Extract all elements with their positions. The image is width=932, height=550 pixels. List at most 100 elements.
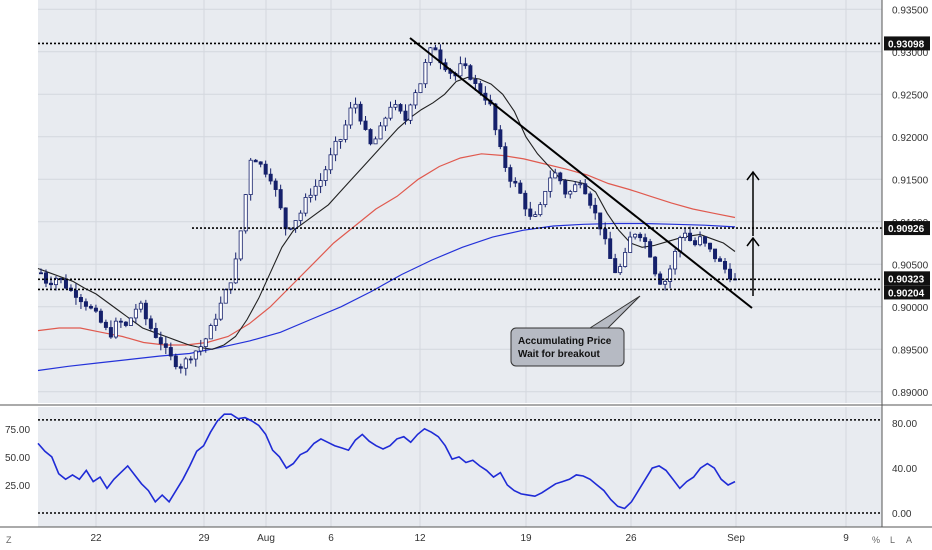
candle-body [178, 366, 183, 369]
x-tick-label: Aug [257, 533, 275, 544]
candle-body [248, 159, 253, 195]
candle-body [213, 318, 218, 326]
price-tick-label: 0.91500 [892, 175, 929, 186]
candle-body [343, 124, 348, 140]
candle-body [348, 107, 353, 126]
candle-body [413, 92, 418, 106]
x-tick-label: 9 [843, 533, 849, 544]
candle-body [628, 236, 633, 253]
candle-body [98, 310, 103, 323]
candle-body [128, 317, 133, 326]
candle-body [93, 307, 98, 312]
candle-body [473, 78, 478, 84]
candle-body [263, 163, 268, 175]
candle-body [643, 237, 648, 242]
candle-body [258, 161, 263, 165]
annotation-line-1: Accumulating Price [518, 336, 612, 347]
candle-body [558, 172, 563, 182]
percent-icon[interactable]: % [872, 535, 880, 545]
level-label-box [884, 285, 930, 300]
candle-body [468, 65, 473, 80]
candle-body [623, 252, 628, 267]
candle-body [313, 185, 318, 196]
horizontal-levels [38, 42, 882, 291]
candle-body [653, 256, 658, 275]
level-label: 0.93098 [888, 39, 925, 50]
candle-body [198, 346, 203, 352]
log-scale-icon[interactable]: L [890, 535, 895, 545]
candle-body [583, 183, 588, 195]
x-tick-label: 22 [90, 533, 102, 544]
auto-scale-icon[interactable]: A [906, 535, 912, 545]
rsi-right-tick: 80.00 [892, 419, 917, 430]
candle-body [108, 327, 113, 338]
up-arrow-upper [746, 170, 760, 236]
candle-body [118, 320, 123, 323]
candle-body [113, 320, 118, 338]
candle-body [518, 182, 523, 194]
rsi-panel [37, 413, 882, 514]
candle-body [293, 220, 298, 229]
drawings: Accumulating Price Wait for breakout [409, 37, 760, 367]
candles [39, 44, 738, 376]
candle-body [383, 117, 388, 127]
candle-body [708, 242, 713, 250]
candle-body [408, 104, 413, 121]
price-tick-label: 0.93500 [892, 5, 929, 16]
candle-body [53, 277, 58, 286]
candle-body [673, 251, 678, 270]
candle-body [78, 297, 83, 303]
candle-body [193, 350, 198, 360]
price-tick-label: 0.90500 [892, 260, 929, 271]
candle-body [693, 240, 698, 246]
candle-body [173, 355, 178, 368]
candle-body [338, 139, 343, 142]
rsi-left-tick: 50.00 [5, 453, 30, 464]
rsi-left-tick: 25.00 [5, 481, 30, 492]
annotation-line-2: Wait for breakout [518, 349, 601, 360]
candle-body [358, 103, 363, 122]
candle-body [183, 358, 188, 369]
candle-body [683, 232, 688, 239]
candle-body [723, 261, 728, 270]
level-label: 0.90926 [888, 224, 925, 235]
axes [0, 0, 932, 528]
annotation-callout: Accumulating Price Wait for breakout [510, 295, 641, 367]
x-tick-label: 29 [198, 533, 210, 544]
candle-body [638, 233, 643, 239]
candle-body [138, 302, 143, 310]
candle-body [588, 193, 593, 206]
up-arrow-lower [746, 236, 760, 296]
candle-body [323, 169, 328, 181]
candle-body [523, 192, 528, 210]
x-tick-label: 12 [414, 533, 426, 544]
candle-body [508, 167, 513, 182]
rsi-right-tick: 40.00 [892, 464, 917, 475]
candle-body [568, 191, 573, 195]
candle-body [423, 62, 428, 85]
rsi-right-tick: 0.00 [892, 509, 912, 520]
x-tick-label: 19 [520, 533, 532, 544]
level-labels: 0.93098 0.90926 0.90323 0.90204 [884, 36, 930, 300]
candle-body [388, 106, 393, 119]
zoom-icon[interactable]: Z [6, 535, 12, 545]
candle-body [188, 358, 193, 361]
candle-body [538, 204, 543, 216]
candle-body [363, 120, 368, 130]
candle-body [218, 302, 223, 320]
candle-body [148, 318, 153, 329]
candle-body [368, 129, 373, 145]
rsi-left-tick: 75.00 [5, 425, 30, 436]
axis-ticks: 22 29 Aug 6 12 19 26 Sep 90.935000.930000.925000… [5, 5, 929, 544]
candle-body [48, 282, 53, 286]
candle-body [528, 208, 533, 217]
candle-body [238, 230, 243, 260]
candle-body [303, 197, 308, 214]
candle-body [133, 308, 138, 319]
candle-body [83, 301, 88, 307]
candle-body [458, 63, 463, 77]
ema-red-line [37, 153, 736, 346]
candle-body [698, 236, 703, 246]
candle-body [393, 104, 398, 108]
candle-body [728, 268, 733, 280]
